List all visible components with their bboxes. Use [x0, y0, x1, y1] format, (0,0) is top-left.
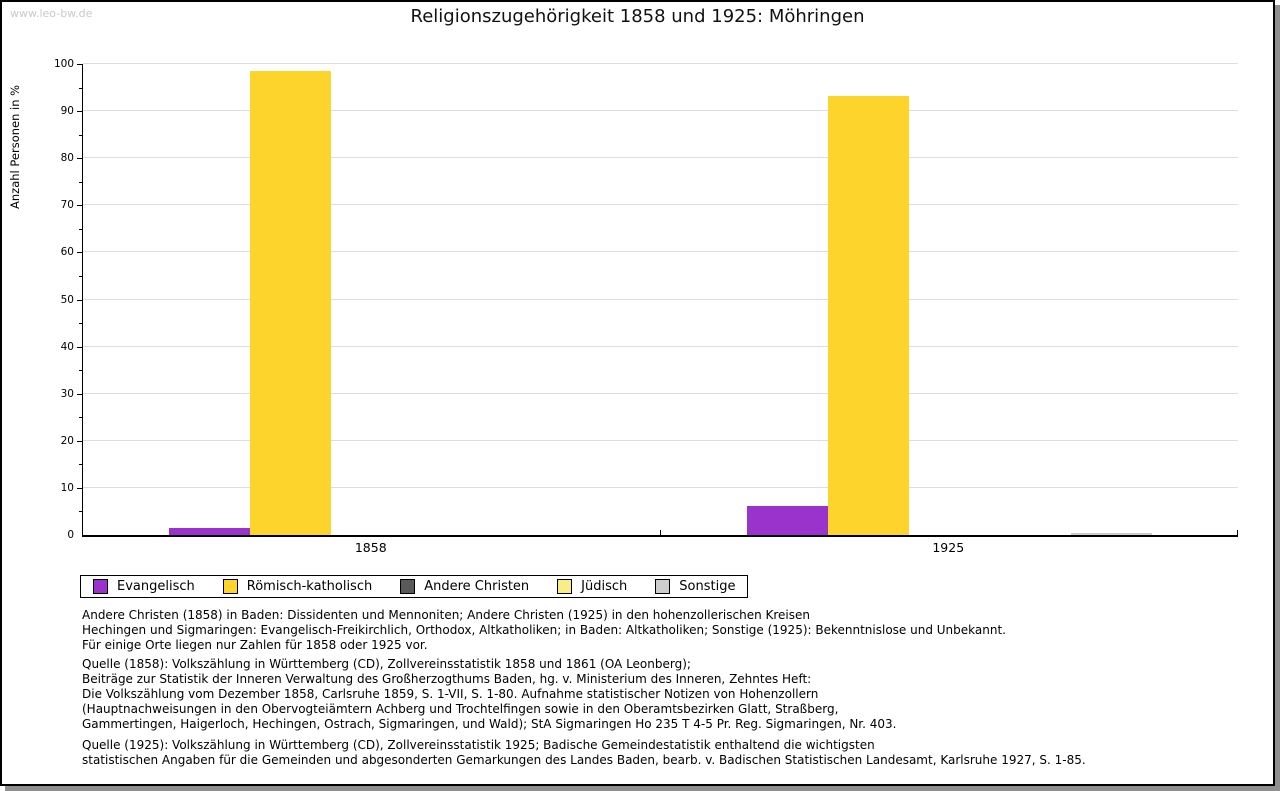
y-tick-label-30: 30: [60, 388, 74, 400]
y-gridline-60: [83, 251, 1238, 252]
x-axis-labels: 1858 1925: [82, 540, 1237, 555]
legend-item-Sonstige: Sonstige: [655, 579, 735, 594]
y-gridline-40: [83, 346, 1238, 347]
y-tick-label-70: 70: [60, 199, 74, 211]
y-gridline-30: [83, 393, 1238, 394]
legend-item-Jüdisch: Jüdisch: [557, 579, 627, 594]
y-tick-label-20: 20: [60, 435, 74, 447]
bar-1925-Römisch-katholisch: [827, 96, 909, 535]
y-minor-tick-35: [79, 370, 82, 371]
bar-1925-Evangelisch: [746, 506, 828, 535]
legend-label: Sonstige: [679, 579, 736, 594]
legend: Evangelisch Römisch-katholisch Andere Chri…: [80, 575, 749, 598]
y-major-tick-10: [77, 488, 82, 489]
footnote-source-1925-line-1: Quelle (1925): Volkszählung in Württembe…: [82, 738, 875, 752]
legend-swatch-Sonstige: [655, 579, 671, 594]
bar-group-1925: [661, 64, 1239, 535]
y-major-tick-40: [77, 347, 82, 348]
legend-swatch-Römisch-katholisch: [222, 579, 238, 594]
y-major-tick-20: [77, 441, 82, 442]
footnote-source-1858-line-5: Gammertingen, Haigerloch, Hechingen, Ost…: [82, 717, 897, 731]
y-minor-tick-95: [79, 88, 82, 89]
y-major-tick-50: [77, 300, 82, 301]
page-title: Religionszugehörigkeit 1858 und 1925: Mö…: [410, 6, 865, 27]
y-tick-label-10: 10: [60, 482, 74, 494]
y-gridline-90: [83, 110, 1238, 111]
legend-label: Jüdisch: [581, 579, 628, 594]
y-tick-label-50: 50: [60, 294, 74, 306]
footnote-source-1858-line-3: Die Volkszählung vom Dezember 1858, Carl…: [82, 687, 819, 701]
footnote-source-1925-line-2: statistischen Angaben für die Gemeinden …: [82, 753, 1086, 767]
y-minor-tick-65: [79, 229, 82, 230]
bar-groups: [83, 64, 1238, 535]
bar-1858-Römisch-katholisch: [250, 71, 332, 535]
y-gridline-100: [83, 63, 1238, 64]
y-minor-tick-55: [79, 276, 82, 277]
y-axis-tick-labels: 0 10 20 30 40 50 60 70 80 90 100: [2, 58, 74, 541]
y-tick-label-60: 60: [60, 246, 74, 258]
y-major-tick-60: [77, 252, 82, 253]
footnote-source-1858: Quelle (1858): Volkszählung in Württembe…: [82, 657, 896, 732]
y-tick-label-40: 40: [60, 341, 74, 353]
x-category-label-1925: 1925: [932, 540, 965, 555]
y-major-tick-80: [77, 158, 82, 159]
x-axis-tick-100: [1237, 530, 1238, 535]
footnote-source-1858-line-1: Quelle (1858): Volkszählung in Württembe…: [82, 657, 691, 671]
y-axis-ticks: [74, 64, 82, 535]
footnote-source-1925: Quelle (1925): Volkszählung in Württembe…: [82, 738, 1086, 768]
footnote-definitions-line-3: Für einige Orte liegen nur Zahlen für 18…: [82, 638, 428, 652]
y-minor-tick-85: [79, 135, 82, 136]
y-tick-label-90: 90: [60, 105, 74, 117]
bar-1925-Sonstige: [1070, 533, 1152, 535]
x-category-label-1858: 1858: [354, 540, 387, 555]
legend-swatch-Jüdisch: [557, 579, 573, 594]
y-minor-tick-45: [79, 323, 82, 324]
legend-swatch-Evangelisch: [93, 579, 108, 594]
y-major-tick-90: [77, 111, 82, 112]
y-gridline-10: [83, 487, 1238, 488]
bar-1858-Evangelisch: [169, 528, 251, 535]
y-gridline-50: [83, 299, 1238, 300]
footnote-definitions-line-1: Andere Christen (1858) in Baden: Disside…: [82, 608, 810, 622]
legend-label: Evangelisch: [117, 579, 195, 594]
plot-area: [82, 63, 1238, 537]
bar-group-1858: [83, 64, 661, 535]
y-minor-tick-15: [79, 464, 82, 465]
legend-label: Römisch-katholisch: [246, 579, 373, 594]
legend-swatch-Andere Christen: [400, 579, 416, 594]
y-tick-label-0: 0: [67, 529, 74, 541]
footnote-definitions-line-2: Hechingen und Sigmaringen: Evangelisch-F…: [82, 623, 1006, 637]
y-major-tick-70: [77, 205, 82, 206]
x-axis-tick-50: [659, 530, 661, 535]
legend-item-Evangelisch: Evangelisch: [93, 579, 195, 594]
y-tick-label-80: 80: [60, 152, 74, 164]
footnote-definitions: Andere Christen (1858) in Baden: Disside…: [82, 608, 1006, 653]
y-major-tick-100: [77, 64, 82, 65]
y-minor-tick-25: [79, 417, 82, 418]
y-tick-label-100: 100: [53, 58, 74, 70]
footnote-source-1858-line-2: Beiträge zur Statistik der Inneren Verwa…: [82, 672, 812, 686]
legend-label: Andere Christen: [424, 579, 530, 594]
y-gridline-20: [83, 440, 1238, 441]
y-minor-tick-5: [79, 511, 82, 512]
y-gridline-70: [83, 204, 1238, 205]
legend-item-Andere Christen: Andere Christen: [400, 579, 529, 594]
footnote-source-1858-line-4: (Hauptnachweisungen in den Obervogteiämt…: [82, 702, 839, 716]
y-gridline-80: [83, 157, 1238, 158]
y-minor-tick-75: [79, 182, 82, 183]
y-major-tick-30: [77, 394, 82, 395]
legend-item-Römisch-katholisch: Römisch-katholisch: [222, 579, 373, 594]
watermark: www.leo-bw.de: [10, 7, 93, 20]
